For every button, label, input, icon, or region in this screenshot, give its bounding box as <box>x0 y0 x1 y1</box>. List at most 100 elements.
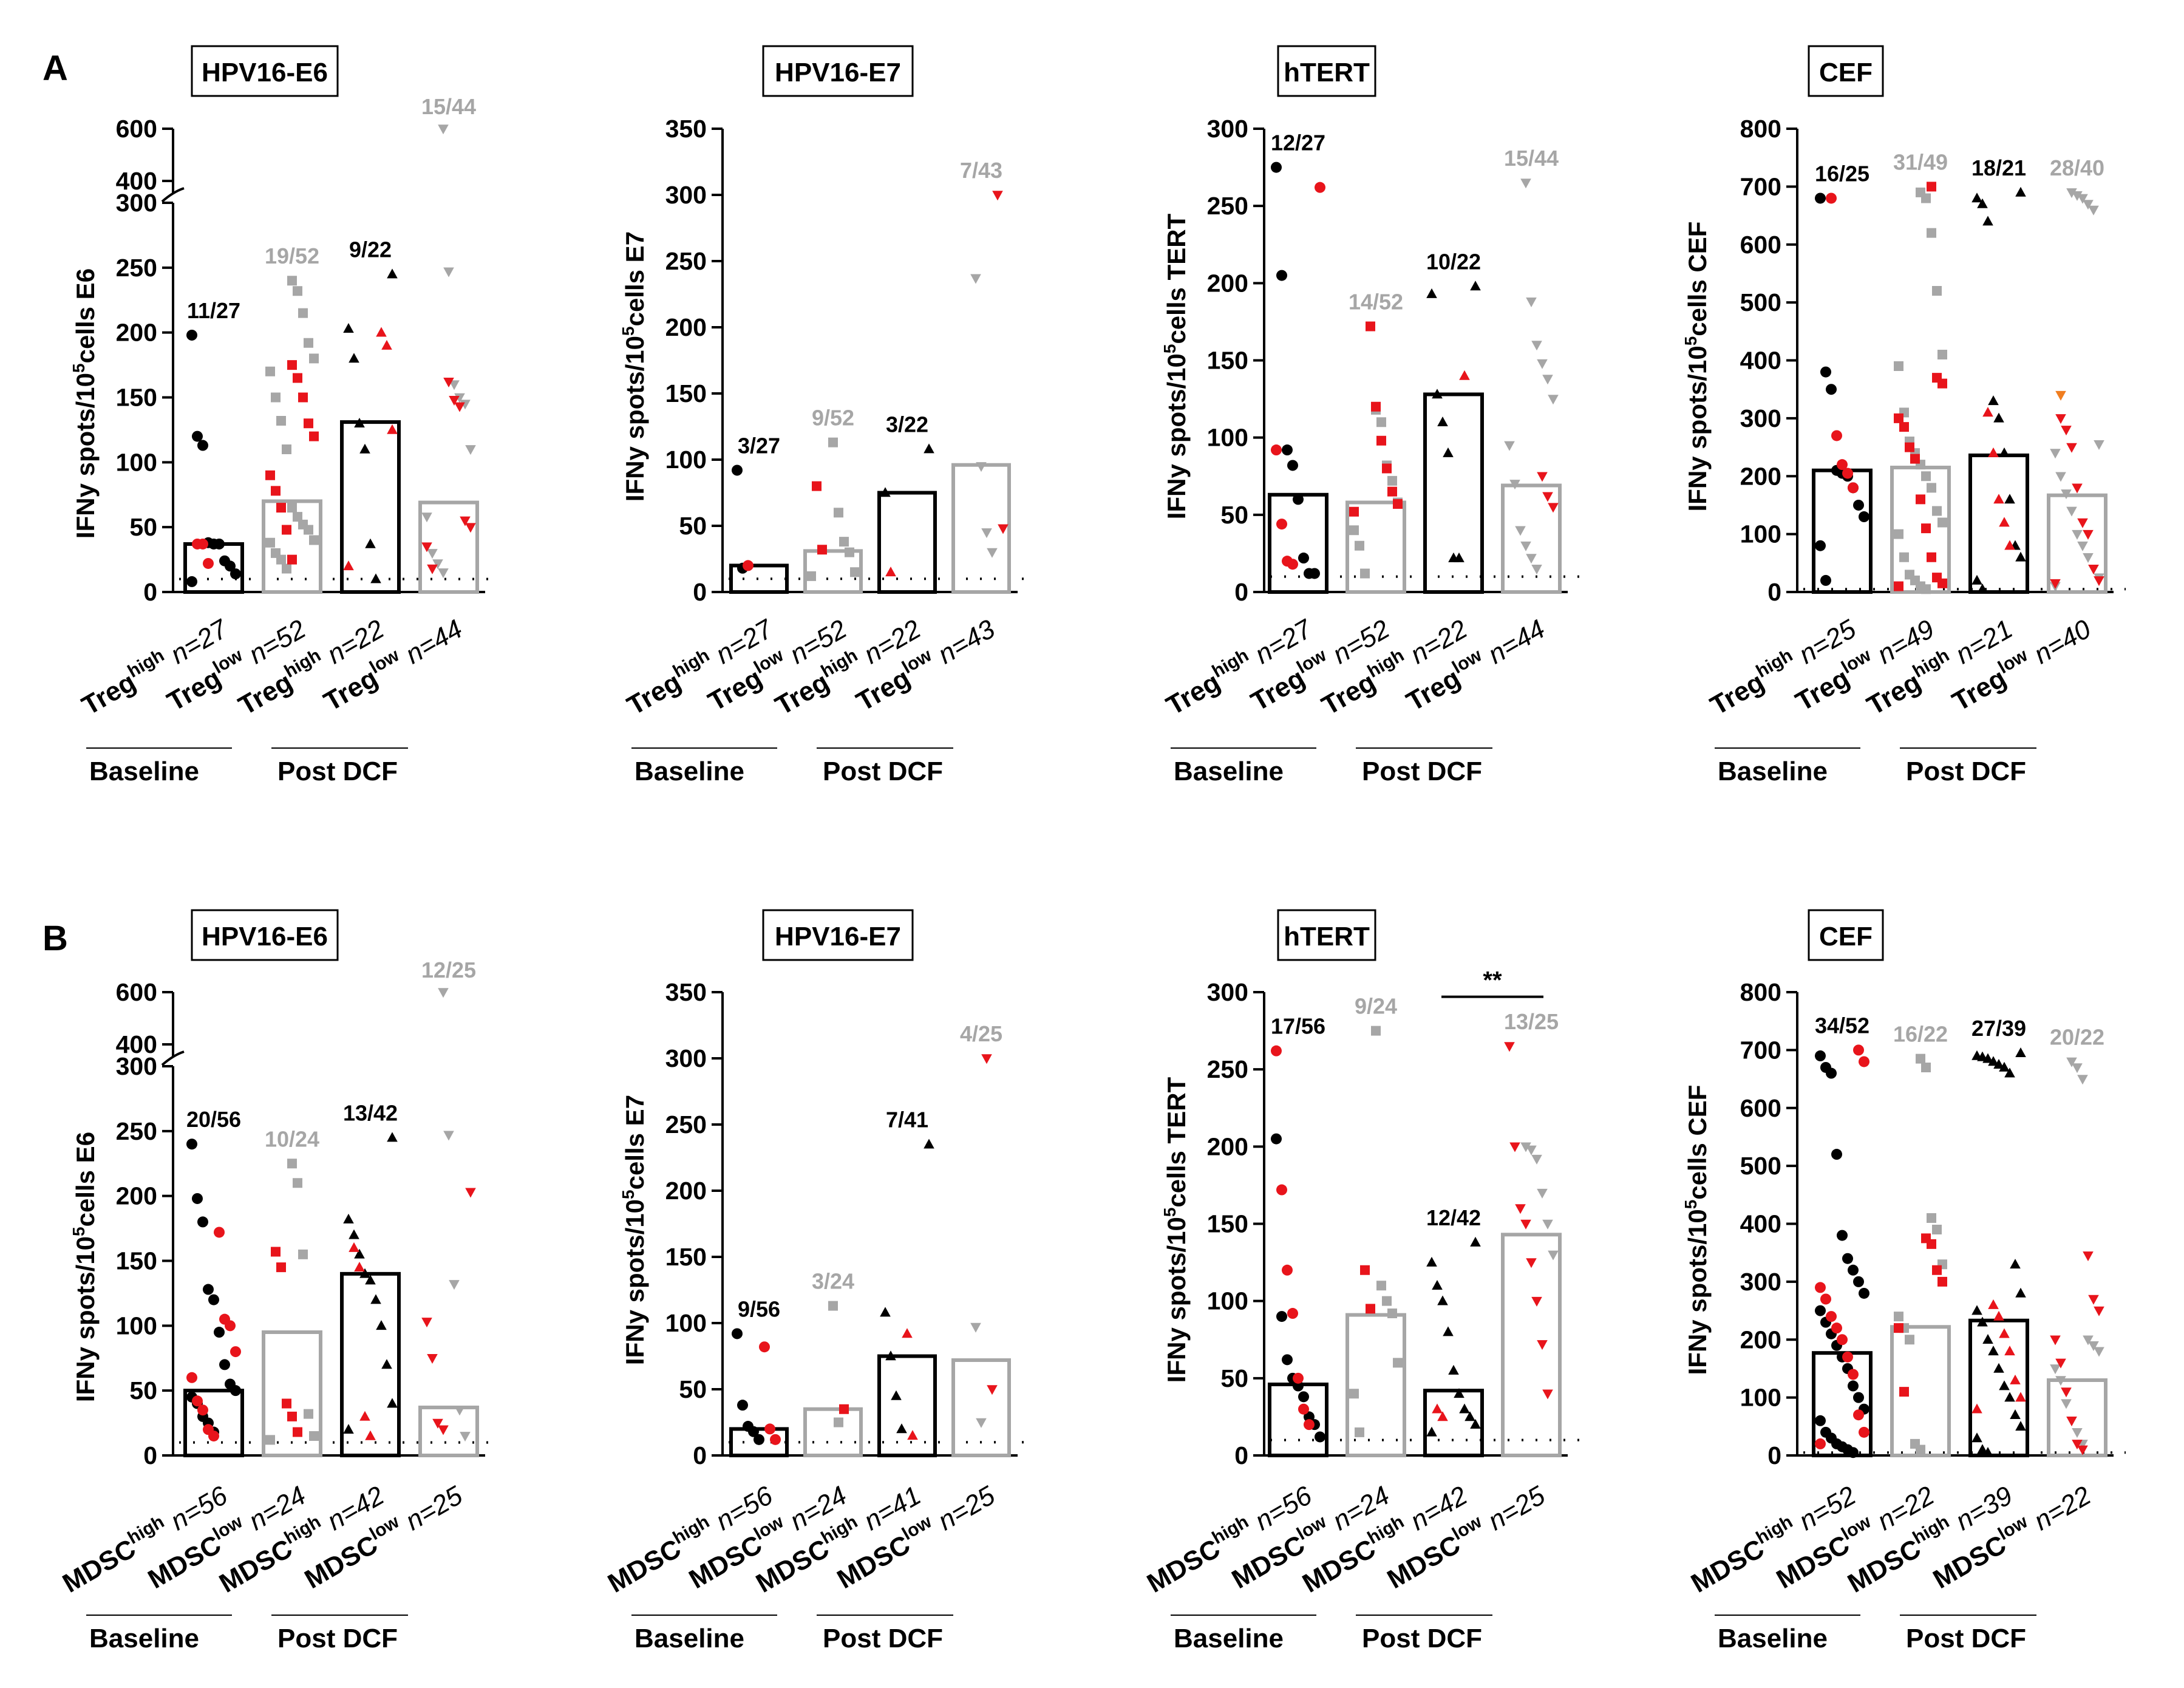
ratio-label: 16/25 <box>1815 161 1869 186</box>
data-point <box>1459 1403 1470 1414</box>
data-point <box>354 1261 365 1271</box>
data-point <box>1360 1265 1370 1275</box>
data-point <box>1276 270 1287 281</box>
group-4: 12/25 MDSClow n=25 <box>300 958 479 1594</box>
data-point <box>298 1249 308 1259</box>
data-point <box>287 1159 297 1169</box>
bar <box>803 1407 863 1457</box>
data-point <box>365 538 376 548</box>
data-point <box>1382 463 1392 474</box>
data-point <box>1921 523 1931 534</box>
data-point <box>1509 480 1520 490</box>
y-tick-label: 400 <box>116 167 157 195</box>
data-point <box>2094 1306 2104 1316</box>
data-point <box>1837 459 1848 471</box>
data-point <box>1537 472 1548 482</box>
data-point <box>1831 1322 1842 1334</box>
data-point <box>1971 574 1982 585</box>
ratio-label: 15/44 <box>421 94 476 119</box>
data-point <box>2077 1445 2088 1455</box>
data-point <box>1437 1295 1448 1305</box>
data-point <box>1515 526 1526 536</box>
data-point <box>2010 1259 2021 1269</box>
data-point <box>349 1229 359 1239</box>
data-point <box>2010 1409 2021 1420</box>
data-point <box>421 542 432 553</box>
bar <box>1423 392 1484 594</box>
data-point <box>1899 1387 1909 1397</box>
data-point <box>2004 494 2015 504</box>
data-point <box>1853 1409 1864 1421</box>
data-point <box>1859 1287 1869 1299</box>
data-point <box>1282 1354 1293 1366</box>
data-point <box>359 1411 370 1421</box>
data-point <box>343 323 354 333</box>
data-point <box>1977 198 1988 208</box>
ratio-label: 14/52 <box>1349 290 1403 315</box>
data-point <box>839 537 849 547</box>
data-point <box>1304 1411 1315 1423</box>
data-point <box>230 1385 241 1397</box>
data-point <box>1927 552 1936 562</box>
y-tick-label: 250 <box>1207 192 1248 220</box>
data-point <box>1293 1372 1304 1384</box>
data-point <box>293 286 302 296</box>
data-point <box>1515 1204 1526 1214</box>
data-point <box>359 1268 370 1278</box>
data-point <box>454 1406 465 1416</box>
bar <box>2047 1378 2107 1457</box>
y-tick-label: 0 <box>143 1441 157 1469</box>
y-tick-label: 200 <box>116 319 157 347</box>
data-point <box>1971 1432 1982 1443</box>
baseline-label: Baseline <box>1718 757 1828 786</box>
data-point <box>1282 1264 1293 1276</box>
y-tick-label: 400 <box>1740 1210 1781 1238</box>
ratio-label: 16/22 <box>1893 1022 1948 1047</box>
data-point <box>438 1425 449 1435</box>
data-point <box>449 1280 460 1290</box>
chart-title-box <box>191 909 339 961</box>
data-point <box>1848 482 1859 494</box>
data-point <box>2088 1295 2099 1305</box>
data-point <box>748 1426 759 1437</box>
data-point <box>381 1359 392 1369</box>
data-point <box>1437 1411 1448 1421</box>
y-tick-label: 150 <box>116 1247 157 1275</box>
data-point <box>2066 1057 2077 1067</box>
data-point <box>304 525 313 535</box>
ratio-label: 20/22 <box>2050 1024 2104 1049</box>
y-tick-label: 150 <box>1207 347 1248 375</box>
bar <box>951 1358 1011 1458</box>
y-tick-label: 50 <box>129 1377 157 1404</box>
ratio-label: 7/41 <box>886 1108 928 1132</box>
data-point <box>2004 540 2015 550</box>
y-tick-label: 100 <box>1740 520 1781 548</box>
ratio-label: 20/56 <box>186 1107 241 1132</box>
ratio-label: 17/56 <box>1271 1014 1325 1039</box>
data-point <box>759 1341 770 1353</box>
y-tick-label: 0 <box>693 1441 707 1469</box>
data-point <box>1542 492 1553 502</box>
data-point <box>1349 506 1359 517</box>
data-point <box>298 392 308 403</box>
data-point <box>1932 1265 1942 1275</box>
data-point <box>1859 1056 1869 1067</box>
data-point <box>309 431 319 441</box>
y-tick-label: 600 <box>116 978 157 1006</box>
significance-label: ** <box>1483 967 1502 994</box>
data-point <box>443 378 454 388</box>
data-point <box>197 440 208 451</box>
ratio-label: 9/52 <box>812 406 854 431</box>
bar <box>1423 1389 1484 1457</box>
data-point <box>387 268 398 279</box>
data-point <box>265 1435 275 1445</box>
data-point <box>987 1385 998 1395</box>
chart-title: CEF <box>1819 58 1873 87</box>
data-point <box>427 564 438 574</box>
data-point <box>1999 1380 2010 1390</box>
chart-title: CEF <box>1819 922 1873 951</box>
ratio-label: 3/22 <box>886 412 928 437</box>
data-point <box>359 443 370 454</box>
data-point <box>1271 1045 1282 1057</box>
